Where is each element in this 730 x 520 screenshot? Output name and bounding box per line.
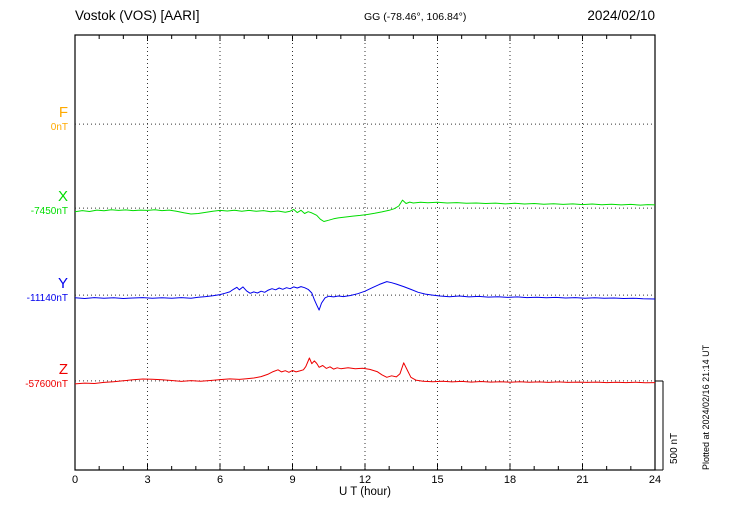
x-tick-label: 15 bbox=[431, 474, 444, 486]
plotted-at-label: Plotted at 2024/02/16 21:14 UT bbox=[701, 344, 711, 470]
ut-axis-label: U T (hour) bbox=[339, 486, 391, 498]
scale-bar-label: 500 nT bbox=[669, 432, 680, 464]
x-tick-label: 3 bbox=[144, 474, 151, 486]
series-label-Z: Z bbox=[58, 360, 68, 378]
x-tick-label: 6 bbox=[216, 474, 224, 486]
series-baseline-Z: -57600nT bbox=[25, 378, 68, 390]
x-tick-label: 18 bbox=[503, 474, 517, 486]
station-title: Vostok (VOS) [AARI] bbox=[75, 8, 200, 23]
trace-Z bbox=[74, 357, 656, 385]
x-tick-label: 9 bbox=[289, 474, 296, 486]
x-tick-label: 21 bbox=[576, 474, 589, 486]
trace-Y bbox=[74, 281, 656, 311]
gg-coordinates: GG (-78.46°, 106.84°) bbox=[364, 11, 467, 23]
trace-X bbox=[74, 199, 656, 222]
plot-frame bbox=[74, 34, 656, 471]
series-label-Y: Y bbox=[57, 275, 68, 293]
series-label-X: X bbox=[57, 188, 68, 206]
series-baseline-Y: -11140nT bbox=[26, 293, 68, 305]
date-label: 2024/02/10 bbox=[587, 8, 655, 23]
x-tick-label: 0 bbox=[71, 474, 79, 486]
series-baseline-F: 0nT bbox=[50, 122, 68, 134]
x-tick-label: 24 bbox=[648, 474, 662, 486]
series-baseline-X: -7450nT bbox=[30, 206, 68, 218]
x-tick-label: 12 bbox=[358, 474, 372, 486]
series-label-F: F bbox=[58, 104, 68, 122]
